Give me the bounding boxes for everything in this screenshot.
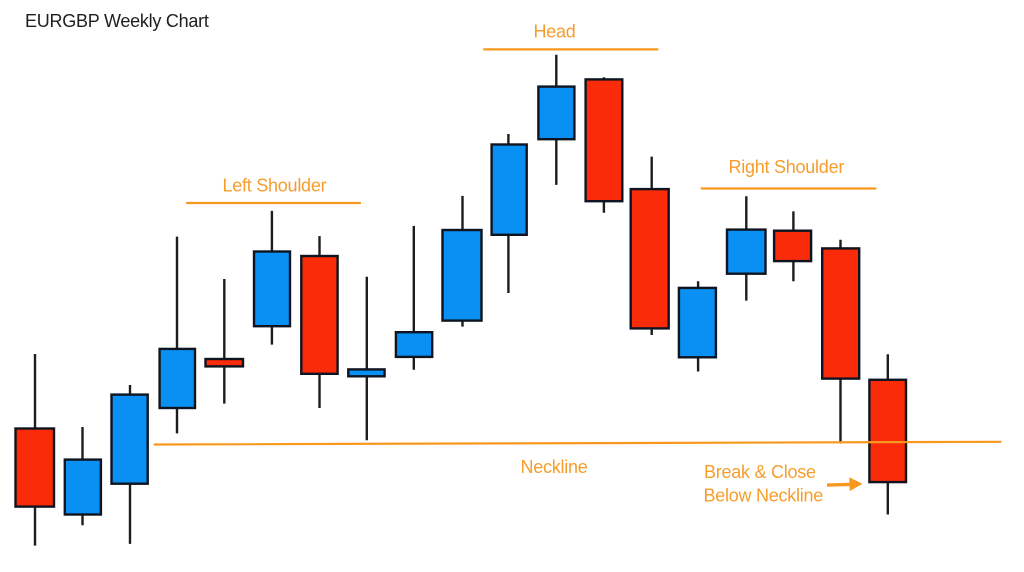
svg-text:Neckline: Neckline	[521, 457, 588, 477]
svg-text:Head: Head	[534, 22, 576, 42]
svg-text:Left Shoulder: Left Shoulder	[223, 176, 327, 196]
svg-text:Below Neckline: Below Neckline	[704, 486, 824, 506]
svg-text:Break & Close: Break & Close	[704, 462, 816, 482]
svg-text:Right Shoulder: Right Shoulder	[729, 157, 845, 177]
svg-text:EURGBP Weekly Chart: EURGBP Weekly Chart	[25, 11, 209, 31]
